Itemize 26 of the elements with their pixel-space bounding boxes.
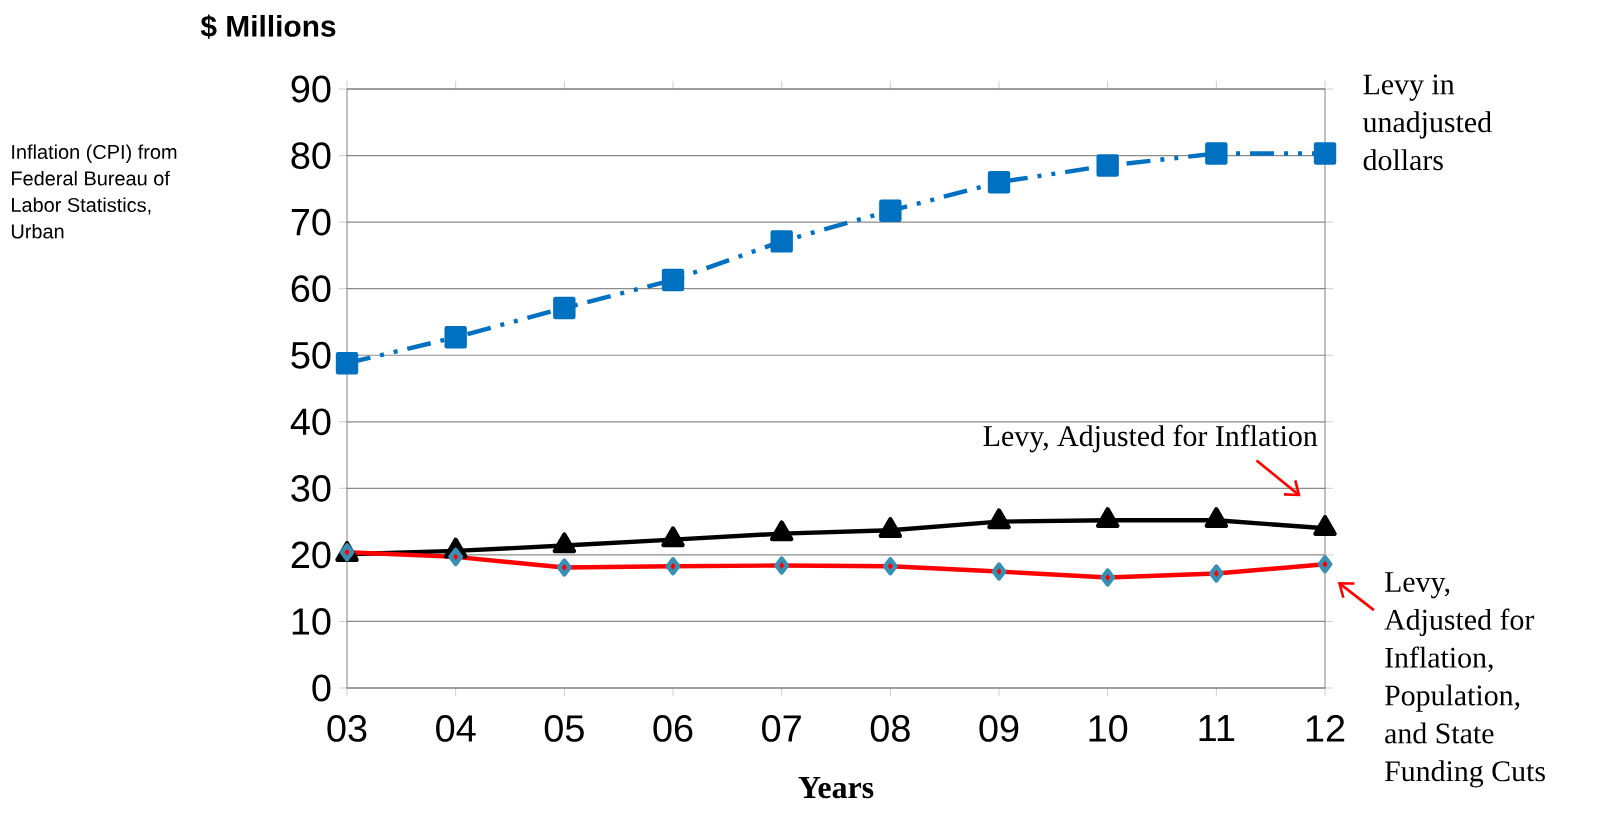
series-label: Levy in unadjusted dollars [1362,74,1492,171]
x-tick-label: 03 [327,715,367,742]
x-tick-label: 08 [870,715,910,742]
x-tick-label: 06 [653,715,693,742]
y-tick-label: 0 [312,674,331,702]
y-tick-label: 30 [291,474,331,502]
x-tick-label: 11 [1199,715,1235,742]
y-tick-label: 40 [290,408,331,436]
x-tick-label: 04 [436,715,476,742]
x-tick-label: 05 [544,715,584,742]
x-tick-label: 07 [762,715,801,742]
y-tick-label: 70 [291,208,331,236]
x-axis-title: Years [798,777,874,799]
y-tick-label: 80 [291,142,331,169]
legend-label: Levy, Adjusted for Inflation, Population, and State Funding Cuts [1384,572,1545,788]
y-tick-label: 10 [292,608,331,635]
x-tick-label: 12 [1306,715,1345,742]
x-tick-label: 10 [1089,715,1128,742]
text: Inflation (CPI) from Federal Bureau of Labor Statistics, Urban [11,144,177,239]
y-tick-label: 20 [291,541,331,569]
y-tick-label: 50 [291,341,331,369]
y-axis-title: $ Millions [200,14,336,39]
text: Levy, Adjusted for Inflation [983,424,1318,453]
x-tick-label: 09 [979,715,1019,742]
y-tick-label: 90 [291,75,331,103]
y-tick-label: 60 [291,275,331,303]
